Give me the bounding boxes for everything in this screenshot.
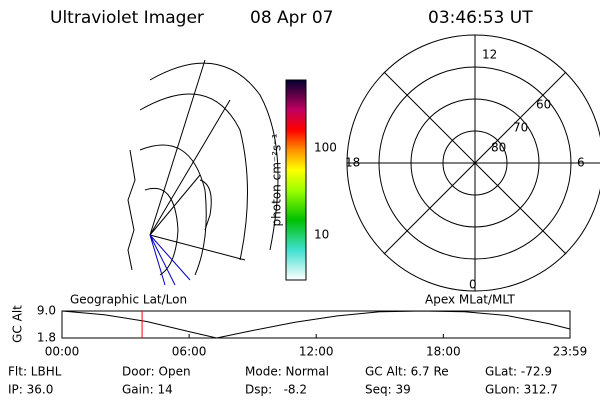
mlt-label: 0 (469, 278, 477, 292)
info-field: Gain: 14 (122, 383, 173, 397)
x-tick-label: 23:59 (553, 345, 588, 359)
date: 08 Apr 07 (250, 8, 333, 28)
info-field: IP: 36.0 (8, 383, 53, 397)
x-tick-label: 06:00 (172, 345, 207, 359)
alt-frame (61, 310, 571, 339)
info-field: GLon: 312.7 (485, 383, 558, 397)
lat-label: 60 (536, 98, 551, 112)
info-field: Dsp: -8.2 (245, 383, 307, 397)
info-field: GLat: -72.9 (485, 365, 552, 379)
y-axis-label: GC Alt (11, 305, 25, 343)
colorbar-tick: 100 (314, 141, 337, 155)
colorbar-label: photon cm⁻²s⁻¹ (270, 133, 284, 226)
instrument: Ultraviolet Imager (50, 8, 204, 28)
lat-label: 70 (513, 121, 528, 135)
x-tick-label: 00:00 (45, 345, 80, 359)
alt-line (61, 310, 571, 339)
map-label: Geographic Lat/Lon (70, 293, 187, 307)
colorbar-tick: 10 (314, 228, 329, 242)
lat-label: 80 (491, 141, 506, 155)
y-tick-label: 1.8 (37, 331, 56, 345)
info-field: GC Alt: 6.7 Re (365, 365, 449, 379)
x-tick-label: 12:00 (299, 345, 334, 359)
x-tick-label: 18:00 (426, 345, 461, 359)
map-label: Apex MLat/MLT (425, 293, 515, 307)
geo-map (127, 59, 279, 286)
info-field: Door: Open (122, 365, 191, 379)
mlt-label: 6 (577, 156, 585, 170)
info-field: Seq: 39 (365, 383, 411, 397)
info-field: Mode: Normal (245, 365, 329, 379)
y-tick-label: 9.0 (37, 304, 56, 318)
info-field: Flt: LBHL (8, 365, 62, 379)
colorbar (285, 79, 307, 281)
polar-grid (346, 34, 600, 292)
mlt-label: 18 (345, 156, 360, 170)
time: 03:46:53 UT (428, 8, 533, 28)
mlt-label: 12 (482, 48, 497, 62)
